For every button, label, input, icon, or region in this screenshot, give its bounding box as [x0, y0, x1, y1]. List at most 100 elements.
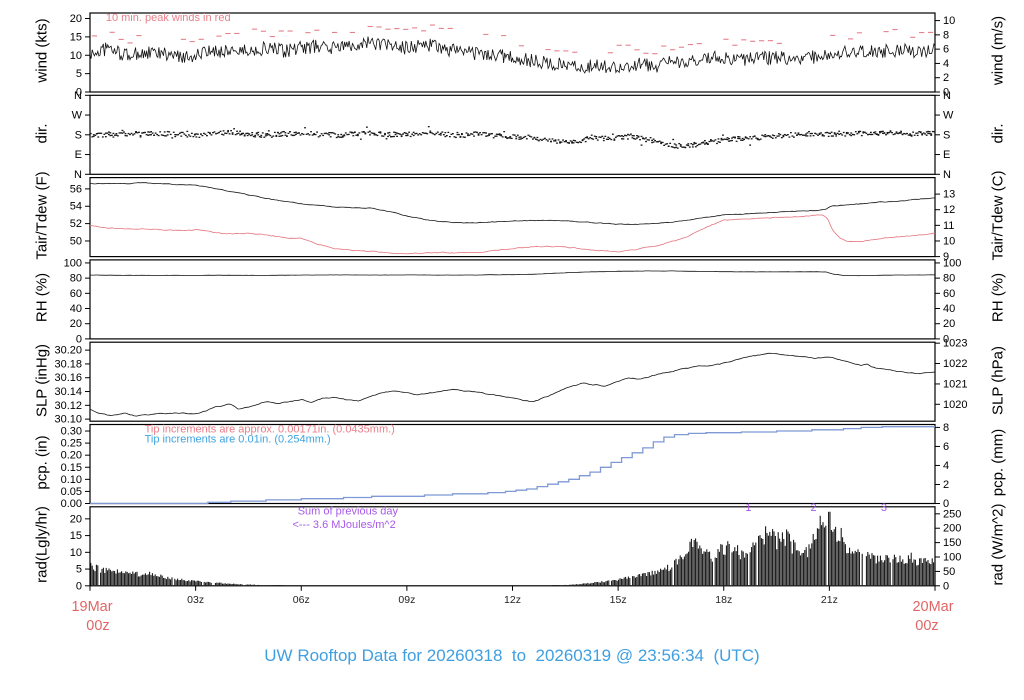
tick-or-annotation-label: N — [943, 169, 951, 181]
tick-or-annotation-label: 0.30 — [61, 426, 82, 438]
tick-or-annotation-label: 9 — [943, 251, 949, 263]
tick-or-annotation-label: 100 — [64, 257, 82, 269]
tick-or-annotation-label: 12z — [504, 594, 521, 606]
tick-or-annotation-label: 30.14 — [54, 386, 82, 398]
series-temp-0 — [90, 182, 936, 225]
tick-or-annotation-label: 6 — [943, 441, 949, 453]
series-pcp-0 — [90, 426, 935, 505]
tick-or-annotation-label: 15 — [70, 31, 82, 43]
series-slp-0 — [89, 352, 936, 417]
annotation-rad-2: 1 — [745, 502, 751, 514]
annotation-rad-0: Sum of previous day — [298, 506, 399, 518]
tick-or-annotation-label: 13 — [943, 189, 955, 201]
annotation-rad-3: 2 — [810, 502, 816, 514]
tick-or-annotation-label: 8 — [943, 29, 949, 41]
tick-or-annotation-label: 1020 — [943, 399, 967, 411]
annotation-pcp-1: Tip increments are 0.01in. (0.254mm.) — [145, 434, 331, 446]
tick-or-annotation-label: 80 — [943, 273, 955, 285]
tick-or-annotation-label: 150 — [943, 537, 961, 549]
tick-or-annotation-label: 20 — [70, 13, 82, 25]
tick-or-annotation-label: E — [943, 149, 950, 161]
tick-or-annotation-label: 30.10 — [54, 414, 82, 426]
tick-or-annotation-label: 00z — [915, 618, 938, 634]
tick-or-annotation-label: 18z — [715, 594, 732, 606]
tick-or-annotation-label: 0.20 — [61, 450, 82, 462]
panel-rh: 0 20 40 60 80 100 0 20 40 60 80 100 — [64, 257, 962, 345]
tick-or-annotation-label: 1021 — [943, 378, 967, 390]
tick-or-annotation-label: E — [75, 149, 82, 161]
tick-or-annotation-label: 0.00 — [61, 498, 82, 510]
tick-or-annotation-label: 40 — [943, 303, 955, 315]
tick-or-annotation-label: 11 — [943, 220, 954, 232]
series-wind-0 — [89, 36, 936, 74]
tick-or-annotation-label: 4 — [943, 460, 949, 472]
tick-or-annotation-label: 250 — [943, 508, 961, 520]
tick-or-annotation-label: 00z — [86, 618, 109, 634]
tick-or-annotation-label: 20Mar — [912, 599, 953, 615]
tick-or-annotation-label: 2 — [943, 479, 949, 491]
annotation-rad-1: <--- 3.6 MJoules/m^2 — [292, 519, 395, 531]
tick-or-annotation-label: 15z — [610, 594, 627, 606]
tick-or-annotation-label: S — [75, 129, 82, 141]
tick-or-annotation-label: 0 — [943, 87, 949, 99]
tick-or-annotation-label: 1022 — [943, 358, 967, 370]
tick-or-annotation-label: 10 — [943, 15, 955, 27]
tick-or-annotation-label: 50 — [70, 235, 82, 247]
tick-or-annotation-label: 60 — [943, 288, 955, 300]
tick-or-annotation-label: 200 — [943, 523, 961, 535]
tick-or-annotation-label: 100 — [943, 257, 961, 269]
tick-or-annotation-label: 54 — [70, 201, 82, 213]
tick-or-annotation-label: 4 — [943, 58, 949, 70]
tick-or-annotation-label: 80 — [70, 273, 82, 285]
tick-or-annotation-label: 10 — [943, 235, 955, 247]
tick-or-annotation-label: 30.18 — [54, 358, 82, 370]
tick-or-annotation-label: 5 — [76, 564, 82, 576]
tick-or-annotation-label: 60 — [70, 288, 82, 300]
annotation-rad-4: 3 — [881, 502, 887, 514]
tick-or-annotation-label: W — [72, 110, 83, 122]
tick-or-annotation-label: 50 — [943, 566, 955, 578]
tick-or-annotation-label: 10 — [70, 50, 82, 62]
panel-temp: 50 52 54 56 9 10 11 12 13 — [70, 177, 955, 263]
tick-or-annotation-label: 12 — [943, 204, 955, 216]
tick-or-annotation-label: 30.12 — [54, 400, 82, 412]
tick-or-annotation-label: 56 — [70, 183, 82, 195]
annotation-pcp-0: Tip increments are approx. 0.00171in. (0… — [145, 423, 395, 435]
tick-or-annotation-label: 0 — [943, 333, 949, 345]
panel-pcp: 0.000.050.100.150.200.250.30 0 2 4 6 8 Tip inc… — [61, 422, 950, 510]
tick-or-annotation-label: 15 — [70, 530, 82, 542]
tick-or-annotation-label: 52 — [70, 218, 82, 230]
x-axis: 03z 06z 09z 12z 15z 18z 21z 19Mar 00z 20Mar 00z — [71, 585, 954, 634]
tick-or-annotation-label: 0.15 — [61, 462, 82, 474]
panel-wind: 0 5 10 15 20 0 2 4 6 8 10 10 min. peak winds in red — [70, 12, 956, 99]
tick-or-annotation-label: 0 — [76, 333, 82, 345]
tick-or-annotation-label: N — [943, 90, 951, 102]
tick-or-annotation-label: W — [943, 110, 954, 122]
tick-or-annotation-label: 8 — [943, 422, 949, 434]
tick-or-annotation-label: 40 — [70, 303, 82, 315]
tick-or-annotation-label: 6 — [943, 44, 949, 56]
tick-or-annotation-label: N — [74, 169, 82, 181]
tick-or-annotation-label: 03z — [187, 594, 204, 606]
tick-or-annotation-label: 09z — [398, 594, 415, 606]
tick-or-annotation-label: 2 — [943, 72, 949, 84]
tick-or-annotation-label: 100 — [943, 552, 961, 564]
tick-or-annotation-label: N — [74, 90, 82, 102]
tick-or-annotation-label: 30.20 — [54, 345, 82, 357]
tick-or-annotation-label: 06z — [293, 594, 310, 606]
tick-or-annotation-label: 30.16 — [54, 372, 82, 384]
tick-or-annotation-label: S — [943, 129, 950, 141]
tick-or-annotation-label: 10 — [70, 547, 82, 559]
tick-or-annotation-label: 0.10 — [61, 474, 82, 486]
series-rh-0 — [90, 270, 936, 277]
tick-or-annotation-label: 20 — [943, 318, 955, 330]
tick-or-annotation-label: 1023 — [943, 338, 967, 350]
tick-or-annotation-label: 0 — [76, 87, 82, 99]
plot-title: UW Rooftop Data for 20260318 to 20260319… — [264, 646, 760, 665]
tick-or-annotation-label: 0 — [76, 580, 82, 592]
tick-or-annotation-label: 20 — [70, 513, 82, 525]
